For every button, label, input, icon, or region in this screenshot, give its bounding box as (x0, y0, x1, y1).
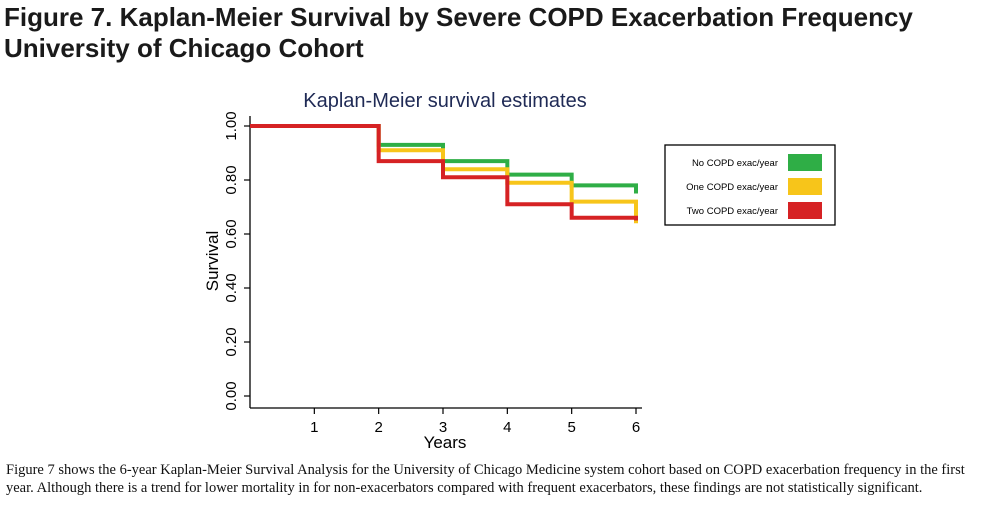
y-tick-label: 0.00 (223, 381, 240, 410)
legend-label: No COPD exac/year (692, 158, 778, 169)
y-tick-label: 0.20 (223, 327, 240, 356)
legend-swatch (788, 154, 822, 171)
x-tick-label: 1 (310, 419, 318, 436)
y-tick-label: 0.40 (223, 273, 240, 302)
chart-title: Kaplan-Meier survival estimates (303, 90, 586, 112)
y-tick-label: 1.00 (223, 111, 240, 140)
x-tick-label: 2 (374, 419, 382, 436)
legend-swatch (788, 202, 822, 219)
x-tick-label: 6 (632, 419, 640, 436)
x-tick-label: 5 (567, 419, 575, 436)
figure-title-line1: Figure 7. Kaplan-Meier Survival by Sever… (4, 2, 913, 32)
x-tick-label: 3 (439, 419, 447, 436)
figure-title: Figure 7. Kaplan-Meier Survival by Sever… (4, 2, 996, 64)
y-tick-label: 0.60 (223, 219, 240, 248)
chart-area: Kaplan-Meier survival estimates 0.00 0.20… (203, 90, 836, 452)
figure-caption: Figure 7 shows the 6-year Kaplan-Meier S… (6, 462, 965, 496)
y-tick-label: 0.80 (223, 165, 240, 194)
y-axis-title: Survival (203, 231, 222, 291)
legend-label: One COPD exac/year (686, 182, 778, 193)
x-tick-label: 4 (503, 419, 511, 436)
figure-title-line2: University of Chicago Cohort (4, 33, 364, 63)
legend-swatch (788, 178, 822, 195)
km-curve-3 (250, 124, 638, 221)
km-survival-chart: Kaplan-Meier survival estimates 0.00 0.20… (203, 90, 836, 452)
x-axis-title: Years (424, 433, 467, 452)
legend-label: Two COPD exac/year (687, 206, 778, 217)
